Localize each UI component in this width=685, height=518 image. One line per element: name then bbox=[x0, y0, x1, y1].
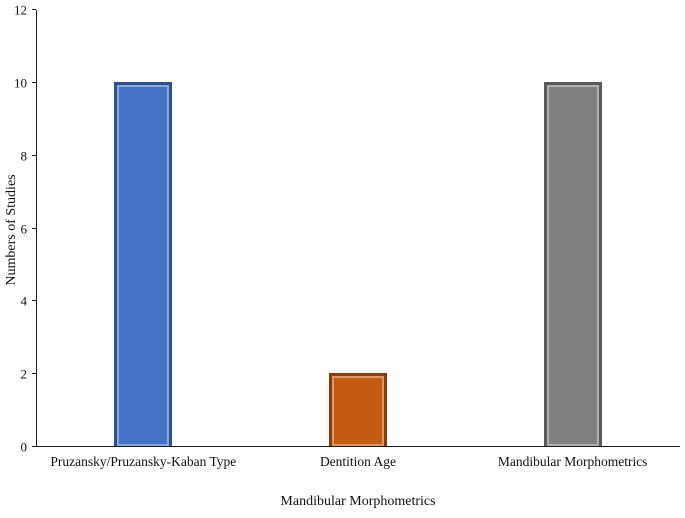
x-axis-title: Mandibular Morphometrics bbox=[280, 494, 436, 509]
bar-slot bbox=[251, 373, 466, 446]
y-tick-mark bbox=[32, 154, 36, 156]
bar-3 bbox=[543, 81, 602, 446]
plot-area: 0 2 4 6 8 10 12 bbox=[14, 4, 680, 454]
x-category-label: Dentition Age bbox=[319, 454, 397, 469]
x-category-label: Pruzansky/Pruzansky-Kaban Type bbox=[50, 454, 237, 469]
y-tick-label: 8 bbox=[20, 148, 28, 164]
y-tick-mark bbox=[32, 227, 36, 229]
bar-1 bbox=[114, 81, 173, 446]
x-category-label: Mandibular Morphometrics bbox=[497, 454, 648, 469]
y-tick-mark bbox=[32, 446, 36, 447]
y-tick-mark bbox=[32, 373, 36, 375]
y-tick-label: 0 bbox=[20, 439, 28, 455]
y-tick-label: 4 bbox=[20, 293, 28, 309]
y-tick-label: 6 bbox=[20, 221, 28, 236]
y-tick-label: 2 bbox=[20, 366, 28, 382]
bar-slot bbox=[36, 81, 251, 446]
y-tick-mark bbox=[32, 300, 36, 302]
y-axis-line bbox=[36, 10, 37, 447]
y-axis-title: Numbers of Studies bbox=[4, 174, 19, 286]
x-category-labels: Pruzansky/Pruzansky-Kaban Type Dentition … bbox=[36, 453, 680, 489]
y-tick-label: 12 bbox=[14, 2, 27, 18]
y-tick-mark bbox=[32, 81, 36, 83]
y-tick-label: 10 bbox=[14, 75, 27, 91]
x-axis-line bbox=[36, 446, 680, 447]
bar-slot bbox=[465, 81, 680, 446]
bar-2 bbox=[328, 373, 387, 446]
y-tick-mark bbox=[32, 9, 36, 10]
